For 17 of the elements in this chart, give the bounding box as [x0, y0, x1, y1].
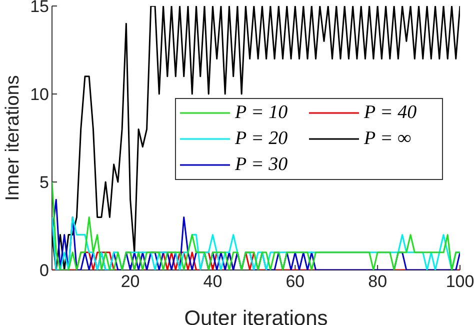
- x-axis-title: Outer iterations: [184, 307, 328, 325]
- x-tick-label: 80: [368, 272, 388, 292]
- legend-label: P = 30: [235, 154, 288, 176]
- legend-label: P = 10: [235, 102, 288, 124]
- y-axis-title: Inner iterations: [2, 75, 24, 201]
- y-tick-label: 0: [40, 261, 49, 280]
- legend-label: P = 20: [235, 128, 288, 150]
- x-tick-label: 60: [286, 272, 305, 292]
- legend-label: P = ∞: [364, 128, 412, 150]
- x-tick-label: 20: [120, 272, 140, 292]
- y-tick-label: 10: [30, 85, 49, 104]
- x-tick-label: 100: [446, 272, 474, 292]
- y-tick-label: 5: [40, 173, 49, 192]
- y-tick-label: 15: [30, 0, 49, 16]
- x-tick-label: 40: [203, 272, 222, 292]
- line-series: [52, 6, 460, 270]
- legend-label: P = 40: [364, 102, 417, 124]
